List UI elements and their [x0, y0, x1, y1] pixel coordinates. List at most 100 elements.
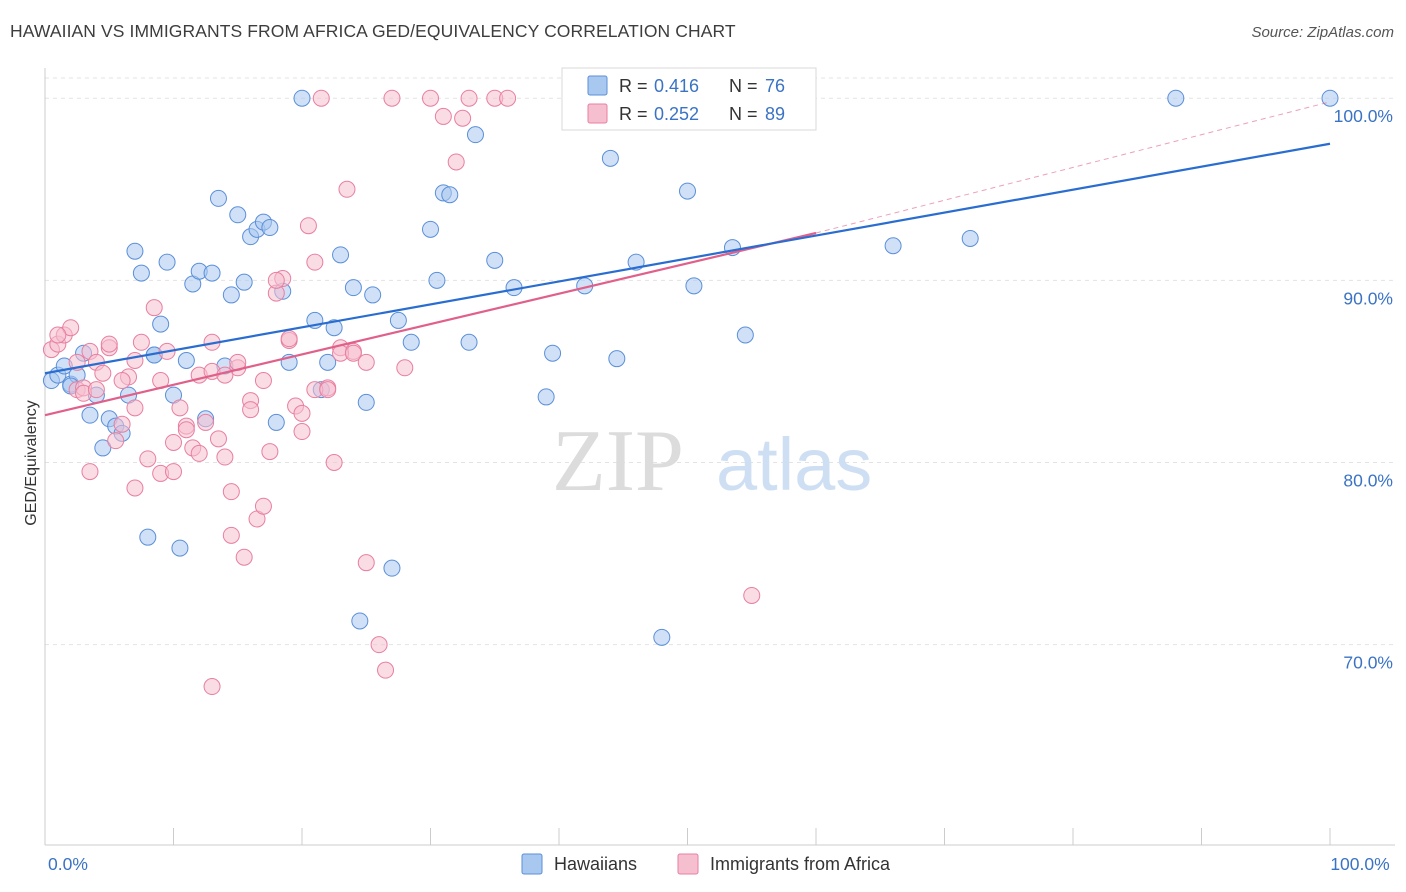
x-tick-label: 0.0% [48, 854, 88, 874]
hawaiians-point [736, 326, 754, 344]
immigrants-point [460, 89, 478, 107]
hawaiians-point [203, 264, 221, 282]
immigrants-point [306, 253, 324, 271]
immigrants-point [293, 423, 311, 441]
immigrants-point [107, 432, 125, 450]
legend-r-value-2: 0.252 [654, 104, 699, 124]
hawaiians-point [319, 353, 337, 371]
immigrants-point [190, 444, 208, 462]
hawaiians-point [325, 319, 343, 337]
immigrants-point [319, 381, 337, 399]
immigrants-point [171, 399, 189, 417]
hawaiians-point [351, 612, 369, 630]
immigrants-point [209, 430, 227, 448]
hawaiians-point [402, 333, 420, 351]
legend-top: R = 0.416 N = 76 R = 0.252 N = 89 [561, 67, 817, 131]
hawaiians-point [364, 286, 382, 304]
hawaiians-point [235, 273, 253, 291]
immigrants-point [126, 352, 144, 369]
immigrants-point [235, 548, 253, 566]
hawaiians-point [537, 388, 555, 406]
immigrants-point [422, 89, 439, 107]
immigrants-points [42, 89, 761, 696]
immigrants-point [447, 153, 465, 171]
immigrants-point [377, 661, 395, 679]
hawaiians-point [81, 406, 99, 424]
y-axis-label: GED/Equivalency [23, 400, 40, 525]
immigrants-point [242, 401, 260, 419]
immigrants-point [312, 89, 330, 107]
hawaiians-point [441, 186, 459, 204]
immigrants-point [197, 413, 215, 431]
immigrants-point [396, 359, 414, 377]
hawaiians-point [460, 333, 478, 351]
immigrants-point [293, 404, 311, 422]
immigrants-point [165, 433, 182, 451]
immigrants-point [254, 497, 272, 515]
legend-bottom-swatch-hawaiians [521, 853, 543, 875]
hawaiians-point [261, 219, 279, 237]
hawaiians-point [171, 539, 189, 557]
hawaiians-point [961, 229, 979, 247]
watermark: ZIP atlas [552, 413, 872, 510]
immigrants-point [383, 89, 401, 107]
hawaiians-point [344, 279, 362, 297]
immigrants-point [267, 271, 285, 289]
immigrants-point [81, 463, 99, 481]
hawaiians-point [132, 264, 150, 282]
immigrants-point [216, 448, 234, 466]
immigrants-trend-line [44, 231, 817, 417]
hawaiians-point [653, 628, 671, 646]
hawaiians-point [229, 206, 247, 224]
watermark-zip: ZIP [552, 413, 684, 510]
source-label: Source: ZipAtlas.com [1251, 24, 1394, 41]
y-tick-label: 80.0% [1343, 471, 1393, 491]
hawaiians-point [139, 528, 157, 546]
immigrants-point [145, 299, 163, 317]
hawaiians-point [158, 253, 176, 271]
legend-bottom-label-immigrants: Immigrants from Africa [710, 854, 891, 874]
immigrants-point [49, 326, 67, 344]
chart-title: HAWAIIAN VS IMMIGRANTS FROM AFRICA GED/E… [10, 21, 736, 41]
immigrants-point [203, 678, 221, 696]
hawaiians-point [1167, 89, 1185, 107]
hawaiians-point [332, 246, 350, 264]
hawaiians-point [422, 220, 439, 238]
hawaiians-point [222, 286, 240, 304]
immigrants-point [357, 554, 375, 572]
hawaiians-point [685, 277, 703, 295]
immigrants-point [499, 89, 517, 107]
immigrants-point [94, 364, 112, 382]
x-tick-label: 100.0% [1330, 854, 1389, 874]
hawaiians-point [544, 344, 562, 362]
immigrants-point [126, 479, 144, 497]
immigrants-point [62, 319, 80, 337]
immigrants-point [100, 335, 118, 353]
hawaiians-point [608, 350, 626, 368]
legend-bottom-label-hawaiians: Hawaiians [554, 854, 637, 874]
immigrants-point [743, 586, 761, 604]
immigrants-point [434, 107, 452, 125]
legend-n-label-2: N = [729, 104, 758, 124]
immigrants-point [357, 353, 375, 371]
legend-n-label-1: N = [729, 76, 758, 96]
y-tick-label: 70.0% [1343, 653, 1393, 673]
immigrants-point [222, 483, 240, 501]
legend-r-label-1: R = [619, 76, 648, 96]
hawaiians-point [466, 126, 484, 144]
hawaiians-point [209, 189, 227, 207]
hawaiians-point [486, 251, 504, 269]
hawaiians-point [152, 315, 170, 333]
legend-swatch-immigrants [587, 103, 608, 124]
hawaiians-point [389, 311, 407, 329]
immigrants-point [177, 421, 195, 439]
immigrants-point [126, 399, 144, 417]
hawaiians-point [177, 352, 195, 369]
hawaiians-point [1321, 89, 1339, 107]
legend-swatch-hawaiians [587, 75, 608, 96]
legend-bottom: Hawaiians Immigrants from Africa [521, 853, 891, 875]
hawaiians-point [267, 413, 285, 431]
legend-r-value-1: 0.416 [654, 76, 699, 96]
hawaiians-point [293, 89, 311, 107]
immigrants-point [261, 443, 279, 461]
